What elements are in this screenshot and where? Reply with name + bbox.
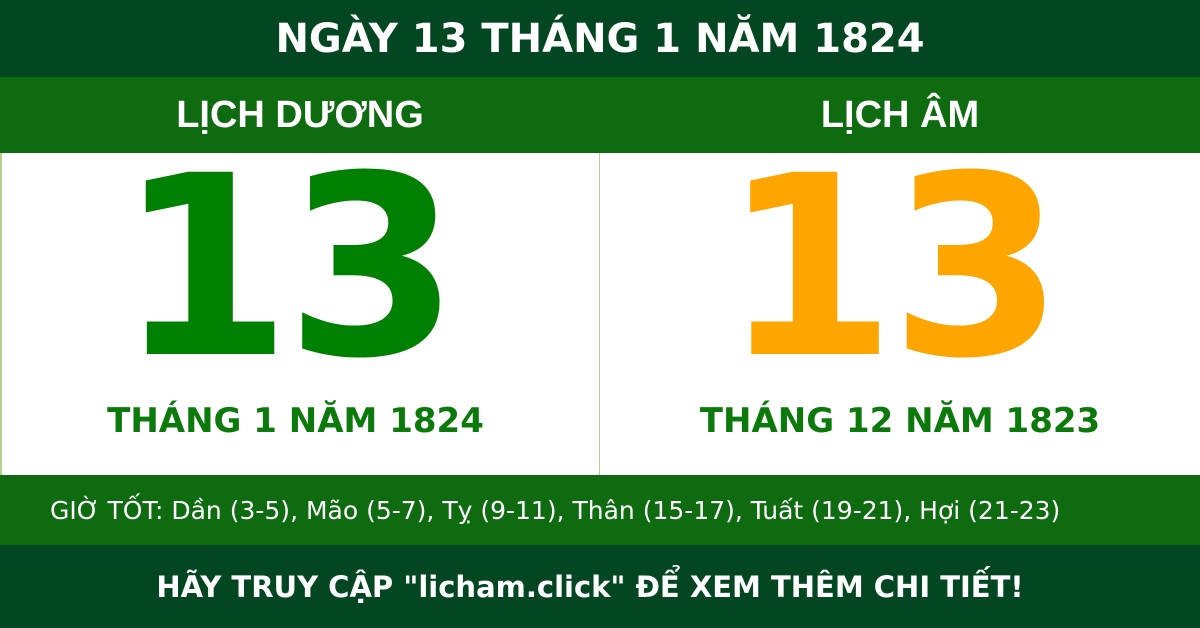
footer-cta: HÃY TRUY CẬP "licham.click" ĐỂ XEM THÊM …: [0, 545, 1200, 628]
page-title: NGÀY 13 THÁNG 1 NĂM 1824: [0, 0, 1200, 77]
solar-month-year: THÁNG 1 NĂM 1824: [107, 401, 484, 441]
solar-calendar-label: LỊCH DƯƠNG: [176, 93, 424, 136]
lunar-day: 13: [722, 122, 1064, 413]
lunar-calendar-label: LỊCH ÂM: [820, 93, 980, 136]
good-hours: GIỜ TỐT: Dần (3-5), Mão (5-7), Tỵ (9-11)…: [0, 475, 1200, 545]
lunar-panel: 13 THÁNG 12 NĂM 1823: [600, 143, 1200, 475]
solar-panel: 13 THÁNG 1 NĂM 1824: [0, 143, 600, 475]
lunar-month-year: THÁNG 12 NĂM 1823: [699, 401, 1101, 441]
solar-day: 13: [117, 122, 460, 413]
calendar-headers: LỊCH DƯƠNG LỊCH ÂM: [0, 77, 1200, 153]
calendar-panels: 13 THÁNG 1 NĂM 1824 13 THÁNG 12 NĂM 1823: [0, 143, 1200, 475]
